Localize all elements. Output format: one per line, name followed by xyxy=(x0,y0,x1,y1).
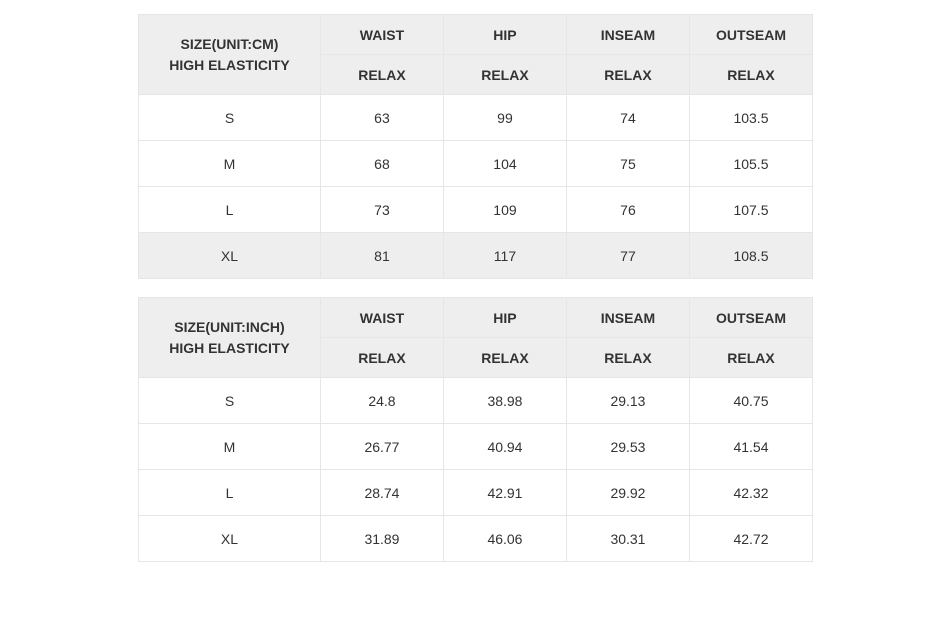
cell-value: 40.94 xyxy=(443,424,566,470)
size-header-line1: SIZE(UNIT:INCH) xyxy=(174,319,284,335)
cell-value: 29.92 xyxy=(566,470,689,516)
table-row: M 26.77 40.94 29.53 41.54 xyxy=(139,424,813,470)
table-row: XL 81 117 77 108.5 xyxy=(139,233,813,279)
size-header: SIZE(UNIT:CM) HIGH ELASTICITY xyxy=(139,15,321,95)
size-header: SIZE(UNIT:INCH) HIGH ELASTICITY xyxy=(139,298,321,378)
cell-value: 46.06 xyxy=(443,516,566,562)
col-header-hip: HIP xyxy=(443,298,566,338)
cell-value: 42.72 xyxy=(689,516,812,562)
col-header-outseam: OUTSEAM xyxy=(689,15,812,55)
col-subheader: RELAX xyxy=(320,338,443,378)
table-row: S 63 99 74 103.5 xyxy=(139,95,813,141)
col-subheader: RELAX xyxy=(443,338,566,378)
cell-value: 63 xyxy=(320,95,443,141)
cell-value: 29.53 xyxy=(566,424,689,470)
cell-size: XL xyxy=(139,516,321,562)
cell-value: 30.31 xyxy=(566,516,689,562)
cell-value: 29.13 xyxy=(566,378,689,424)
col-header-inseam: INSEAM xyxy=(566,15,689,55)
cell-size: S xyxy=(139,95,321,141)
cell-value: 31.89 xyxy=(320,516,443,562)
col-header-outseam: OUTSEAM xyxy=(689,298,812,338)
cell-value: 109 xyxy=(443,187,566,233)
cell-size: M xyxy=(139,141,321,187)
cell-value: 42.32 xyxy=(689,470,812,516)
col-header-inseam: INSEAM xyxy=(566,298,689,338)
cell-value: 68 xyxy=(320,141,443,187)
col-header-hip: HIP xyxy=(443,15,566,55)
cell-value: 107.5 xyxy=(689,187,812,233)
cell-value: 26.77 xyxy=(320,424,443,470)
cell-value: 38.98 xyxy=(443,378,566,424)
size-header-line1: SIZE(UNIT:CM) xyxy=(180,36,278,52)
col-header-waist: WAIST xyxy=(320,15,443,55)
cell-value: 42.91 xyxy=(443,470,566,516)
table-row: L 73 109 76 107.5 xyxy=(139,187,813,233)
cell-size: XL xyxy=(139,233,321,279)
col-subheader: RELAX xyxy=(566,55,689,95)
cell-value: 28.74 xyxy=(320,470,443,516)
tables-container: SIZE(UNIT:CM) HIGH ELASTICITY WAIST HIP … xyxy=(0,0,943,576)
col-header-waist: WAIST xyxy=(320,298,443,338)
cell-value: 24.8 xyxy=(320,378,443,424)
cell-value: 104 xyxy=(443,141,566,187)
table-row: XL 31.89 46.06 30.31 42.72 xyxy=(139,516,813,562)
cell-value: 105.5 xyxy=(689,141,812,187)
col-subheader: RELAX xyxy=(320,55,443,95)
cell-value: 75 xyxy=(566,141,689,187)
col-subheader: RELAX xyxy=(566,338,689,378)
cell-size: M xyxy=(139,424,321,470)
table-row: L 28.74 42.91 29.92 42.32 xyxy=(139,470,813,516)
cell-value: 99 xyxy=(443,95,566,141)
col-subheader: RELAX xyxy=(689,338,812,378)
cell-value: 77 xyxy=(566,233,689,279)
size-chart-cm: SIZE(UNIT:CM) HIGH ELASTICITY WAIST HIP … xyxy=(138,14,813,279)
cell-value: 117 xyxy=(443,233,566,279)
cell-value: 103.5 xyxy=(689,95,812,141)
cell-value: 76 xyxy=(566,187,689,233)
cell-value: 108.5 xyxy=(689,233,812,279)
cell-size: L xyxy=(139,187,321,233)
col-subheader: RELAX xyxy=(689,55,812,95)
col-subheader: RELAX xyxy=(443,55,566,95)
cell-size: S xyxy=(139,378,321,424)
cell-value: 41.54 xyxy=(689,424,812,470)
size-header-line2: HIGH ELASTICITY xyxy=(169,57,290,73)
cell-value: 81 xyxy=(320,233,443,279)
cell-value: 73 xyxy=(320,187,443,233)
cell-size: L xyxy=(139,470,321,516)
table-row: S 24.8 38.98 29.13 40.75 xyxy=(139,378,813,424)
table-row: M 68 104 75 105.5 xyxy=(139,141,813,187)
cell-value: 74 xyxy=(566,95,689,141)
size-chart-inch: SIZE(UNIT:INCH) HIGH ELASTICITY WAIST HI… xyxy=(138,297,813,562)
cell-value: 40.75 xyxy=(689,378,812,424)
size-header-line2: HIGH ELASTICITY xyxy=(169,340,290,356)
